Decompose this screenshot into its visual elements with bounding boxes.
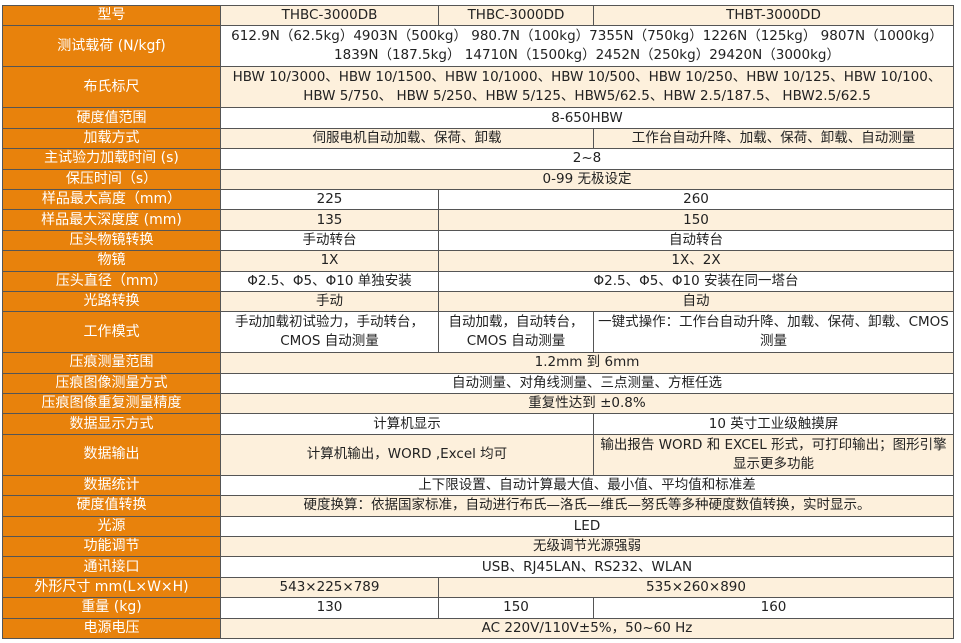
- spec-label: 主试验力加载时间 (s): [2, 148, 221, 170]
- spec-row: 压头物镜转换 手动转台 自动转台: [2, 229, 954, 252]
- spec-value: 1X: [220, 250, 439, 272]
- spec-value: LED: [220, 515, 954, 538]
- spec-value: 自动: [438, 290, 954, 313]
- spec-row: 电源电压 AC 220V/110V±5%，50~60 Hz: [2, 617, 954, 639]
- spec-value: 手动: [220, 290, 439, 313]
- spec-row: 样品最大高度（mm） 225 260: [2, 188, 954, 211]
- spec-value: 上下限设置、自动计算最大值、最小值、平均值和标准差: [220, 474, 954, 497]
- spec-row: 功能调节 无级调节光源强弱: [2, 536, 954, 558]
- spec-value: 0-99 无极设定: [220, 168, 954, 190]
- spec-label: 样品最大深度度 (mm): [2, 209, 221, 231]
- spec-label: 外形尺寸 mm(L×W×H): [2, 576, 221, 599]
- spec-value: 1.2mm 到 6mm: [220, 352, 954, 374]
- spec-value: Φ2.5、Φ5、Φ10 单独安装: [220, 270, 439, 292]
- spec-value: 10 英寸工业级触摸屏: [593, 413, 954, 435]
- spec-row: 光源 LED: [2, 515, 954, 538]
- spec-value: HBW 10/3000、HBW 10/1500、HBW 10/1000、HBW …: [220, 66, 954, 109]
- spec-value: 612.9N（62.5kg）4903N（500kg） 980.7N（100kg）…: [220, 25, 954, 68]
- spec-value: 543×225×789: [220, 576, 439, 599]
- spec-label: 光路转换: [2, 290, 221, 313]
- spec-label: 保压时间（s）: [2, 168, 221, 190]
- spec-label: 压头直径（mm）: [2, 270, 221, 292]
- spec-value: AC 220V/110V±5%，50~60 Hz: [220, 617, 954, 639]
- spec-row: 数据显示方式 计算机显示 10 英寸工业级触摸屏: [2, 413, 954, 435]
- spec-label: 数据输出: [2, 433, 221, 476]
- spec-row: 压痕图像测量方式 自动测量、对角线测量、三点测量、方框任选: [2, 372, 954, 395]
- spec-row: 测试载荷 (N/kgf) 612.9N（62.5kg）4903N（500kg） 9…: [2, 25, 954, 68]
- spec-value: 150: [438, 209, 954, 231]
- spec-row: 数据统计 上下限设置、自动计算最大值、最小值、平均值和标准差: [2, 474, 954, 497]
- spec-label: 硬度值范围: [2, 107, 221, 129]
- spec-label: 压痕图像重复测量精度: [2, 393, 221, 415]
- spec-label: 硬度值转换: [2, 495, 221, 517]
- spec-value: THBC-3000DB: [220, 4, 439, 27]
- spec-label: 压头物镜转换: [2, 229, 221, 252]
- spec-value: 1X、2X: [438, 250, 954, 272]
- spec-row: 压头直径（mm） Φ2.5、Φ5、Φ10 单独安装 Φ2.5、Φ5、Φ10 安装在同…: [2, 270, 954, 292]
- spec-value: USB、RJ45LAN、RS232、WLAN: [220, 556, 954, 578]
- spec-row: 主试验力加载时间 (s) 2~8: [2, 148, 954, 170]
- spec-label: 通讯接口: [2, 556, 221, 578]
- spec-row: 外形尺寸 mm(L×W×H) 543×225×789 535×260×890: [2, 576, 954, 599]
- spec-value: 硬度换算：依据国家标准，自动进行布氏—洛氏—维氏—努氏等多种硬度数值转换，实时显…: [220, 495, 954, 517]
- spec-label: 数据显示方式: [2, 413, 221, 435]
- spec-value: 自动测量、对角线测量、三点测量、方框任选: [220, 372, 954, 395]
- spec-value: 自动加载，自动转台，CMOS 自动测量: [438, 311, 594, 354]
- spec-value: 535×260×890: [438, 576, 954, 599]
- spec-value: 130: [220, 597, 439, 619]
- spec-label: 样品最大高度（mm）: [2, 188, 221, 211]
- spec-value: 一键式操作：工作台自动升降、加载、保荷、卸载、CMOS 测量: [593, 311, 954, 354]
- spec-label: 功能调节: [2, 536, 221, 558]
- spec-value: 150: [438, 597, 594, 619]
- spec-value: 伺服电机自动加载、保荷、卸载: [220, 127, 594, 150]
- spec-row: 光路转换 手动 自动: [2, 290, 954, 313]
- spec-row: 型号 THBC-3000DB THBC-3000DD THBT-3000DD: [2, 4, 954, 27]
- spec-value: 重复性达到 ±0.8%: [220, 393, 954, 415]
- spec-label: 光源: [2, 515, 221, 538]
- spec-label: 工作模式: [2, 311, 221, 354]
- spec-row: 压痕测量范围 1.2mm 到 6mm: [2, 352, 954, 374]
- spec-value: 8-650HBW: [220, 107, 954, 129]
- spec-label: 型号: [2, 4, 221, 27]
- spec-label: 电源电压: [2, 617, 221, 639]
- spec-value: 2~8: [220, 148, 954, 170]
- spec-row: 保压时间（s） 0-99 无极设定: [2, 168, 954, 190]
- spec-row: 工作模式 手动加载初试验力，手动转台，CMOS 自动测量 自动加载，自动转台，CMO…: [2, 311, 954, 354]
- spec-label: 布氏标尺: [2, 66, 221, 109]
- spec-value: 手动加载初试验力，手动转台，CMOS 自动测量: [220, 311, 439, 354]
- spec-value: Φ2.5、Φ5、Φ10 安装在同一塔台: [438, 270, 954, 292]
- spec-row: 硬度值转换 硬度换算：依据国家标准，自动进行布氏—洛氏—维氏—努氏等多种硬度数值转…: [2, 495, 954, 517]
- spec-row: 物镜 1X 1X、2X: [2, 250, 954, 272]
- spec-row: 重量 (kg) 130 150 160: [2, 597, 954, 619]
- spec-label: 重量 (kg): [2, 597, 221, 619]
- spec-value: 225: [220, 188, 439, 211]
- spec-row: 通讯接口 USB、RJ45LAN、RS232、WLAN: [2, 556, 954, 578]
- spec-label: 物镜: [2, 250, 221, 272]
- spec-label: 压痕测量范围: [2, 352, 221, 374]
- spec-value: 自动转台: [438, 229, 954, 252]
- spec-value: 手动转台: [220, 229, 439, 252]
- spec-value: 计算机输出，WORD ,Excel 均可: [220, 433, 594, 476]
- spec-value: 260: [438, 188, 954, 211]
- spec-value: 160: [593, 597, 954, 619]
- spec-table: 型号 THBC-3000DB THBC-3000DD THBT-3000DD 测试载荷 …: [2, 4, 954, 639]
- spec-row: 样品最大深度度 (mm) 135 150: [2, 209, 954, 231]
- spec-label: 加载方式: [2, 127, 221, 150]
- spec-row: 硬度值范围 8-650HBW: [2, 107, 954, 129]
- spec-label: 数据统计: [2, 474, 221, 497]
- spec-label: 测试载荷 (N/kgf): [2, 25, 221, 68]
- spec-value: THBT-3000DD: [593, 4, 954, 27]
- spec-value: THBC-3000DD: [438, 4, 594, 27]
- spec-row: 加载方式 伺服电机自动加载、保荷、卸载 工作台自动升降、加载、保荷、卸载、自动测量: [2, 127, 954, 150]
- spec-row: 压痕图像重复测量精度 重复性达到 ±0.8%: [2, 393, 954, 415]
- spec-table-body: 型号 THBC-3000DB THBC-3000DD THBT-3000DD 测试载荷 …: [2, 4, 954, 639]
- spec-value: 135: [220, 209, 439, 231]
- spec-row: 数据输出 计算机输出，WORD ,Excel 均可 输出报告 WORD 和 EXCE…: [2, 433, 954, 476]
- spec-value: 输出报告 WORD 和 EXCEL 形式，可打印输出；图形引擎显示更多功能: [593, 433, 954, 476]
- spec-label: 压痕图像测量方式: [2, 372, 221, 395]
- spec-value: 工作台自动升降、加载、保荷、卸载、自动测量: [593, 127, 954, 150]
- spec-row: 布氏标尺 HBW 10/3000、HBW 10/1500、HBW 10/1000、…: [2, 66, 954, 109]
- spec-value: 计算机显示: [220, 413, 594, 435]
- spec-value: 无级调节光源强弱: [220, 536, 954, 558]
